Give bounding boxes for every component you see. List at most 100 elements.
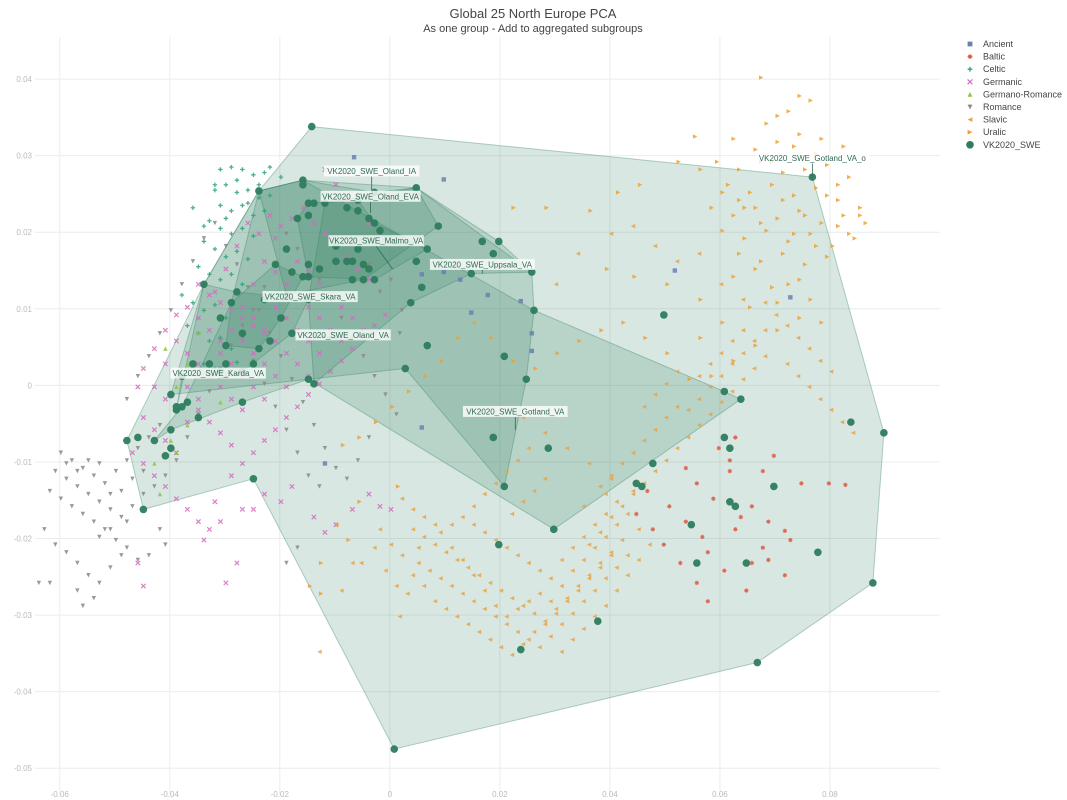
data-point — [614, 522, 619, 527]
legend-item-romance[interactable]: Romance — [967, 102, 1022, 112]
data-point — [372, 373, 377, 379]
data-point — [553, 282, 559, 287]
data-point — [359, 560, 364, 566]
data-point — [443, 550, 449, 555]
data-point — [196, 331, 201, 336]
data-point — [660, 311, 668, 319]
data-point — [608, 476, 614, 481]
data-point — [167, 444, 175, 452]
legend-item-baltic[interactable]: Baltic — [967, 52, 1006, 62]
data-point — [489, 335, 494, 341]
data-point — [146, 553, 152, 558]
data-point — [663, 415, 669, 420]
data-point — [826, 481, 832, 486]
series-celtic — [179, 164, 284, 379]
data-point — [261, 396, 268, 402]
data-point — [830, 243, 835, 249]
data-point — [720, 190, 725, 195]
data-point — [234, 243, 240, 249]
data-point — [284, 427, 289, 432]
data-point — [599, 328, 604, 333]
data-point — [722, 568, 727, 573]
y-tick-label: 0.01 — [16, 305, 32, 314]
data-point — [808, 98, 813, 103]
data-point — [97, 461, 102, 466]
data-point — [371, 323, 378, 329]
legend[interactable]: Ancient Baltic Celtic Germanic Germano-Roman… — [966, 39, 1062, 150]
data-point — [841, 213, 846, 218]
data-point — [124, 519, 130, 524]
data-point — [674, 259, 680, 264]
legend-item-germanic[interactable]: Germanic — [967, 77, 1023, 87]
annotations: VK2020_SWE_Oland_IA VK2020_SWE_Oland_EVA V… — [170, 152, 870, 430]
data-point — [58, 496, 64, 501]
data-point — [753, 658, 762, 667]
data-point — [304, 199, 313, 207]
data-point — [140, 583, 147, 589]
data-point — [184, 350, 191, 356]
data-point — [272, 304, 279, 310]
x-tick-label: 0.06 — [712, 790, 728, 799]
data-point — [643, 335, 648, 341]
data-point — [410, 527, 416, 532]
data-point — [185, 422, 190, 428]
legend-item-slavic[interactable]: Slavic — [967, 115, 1008, 125]
data-point — [157, 527, 163, 532]
data-point — [720, 320, 725, 325]
data-point — [421, 583, 427, 589]
data-point — [608, 553, 614, 558]
legend-item-vk2020-swe[interactable]: VK2020_SWE — [966, 140, 1041, 150]
data-point — [786, 239, 791, 244]
data-point — [261, 361, 268, 367]
data-point — [652, 468, 658, 474]
data-point — [217, 430, 224, 436]
data-point — [300, 400, 306, 405]
data-point — [564, 445, 570, 451]
data-point — [119, 553, 124, 558]
legend-item-uralic[interactable]: Uralic — [967, 127, 1007, 137]
data-point — [405, 591, 410, 596]
data-point — [267, 212, 273, 219]
data-point — [795, 373, 801, 379]
data-point — [354, 207, 362, 215]
data-point — [245, 187, 251, 193]
data-point — [212, 246, 218, 252]
data-point — [792, 193, 797, 198]
data-point — [410, 573, 416, 578]
data-point — [239, 460, 246, 467]
y-tick-label: 0 — [28, 381, 33, 390]
data-point — [283, 384, 290, 390]
data-point — [80, 511, 86, 517]
data-point — [803, 213, 808, 218]
data-point — [740, 328, 746, 333]
legend-item-germano-romance[interactable]: Germano-Romance — [967, 89, 1062, 99]
data-point — [406, 298, 415, 307]
data-point — [504, 468, 509, 474]
data-point — [603, 511, 608, 517]
data-point — [207, 338, 212, 344]
data-point — [288, 268, 296, 276]
annotation-box — [262, 291, 358, 303]
data-point — [720, 433, 729, 442]
data-point — [283, 414, 290, 421]
data-point — [438, 576, 443, 581]
data-point — [201, 537, 207, 543]
data-point — [283, 281, 290, 287]
data-point — [124, 458, 130, 463]
data-point — [630, 450, 636, 455]
data-point — [478, 237, 487, 246]
data-point — [792, 144, 797, 149]
data-point — [476, 573, 482, 578]
data-point — [157, 491, 163, 497]
data-point — [797, 132, 802, 137]
chart-title: Global 25 North Europe PCA — [450, 6, 617, 21]
data-point — [696, 373, 702, 379]
data-point — [370, 275, 379, 284]
legend-item-celtic[interactable]: Celtic — [967, 64, 1006, 74]
data-point — [516, 645, 525, 654]
legend-item-ancient[interactable]: Ancient — [967, 39, 1014, 49]
data-point — [223, 182, 229, 187]
data-point — [707, 361, 713, 367]
data-point — [828, 407, 834, 413]
x-tick-label: -0.06 — [51, 790, 70, 799]
